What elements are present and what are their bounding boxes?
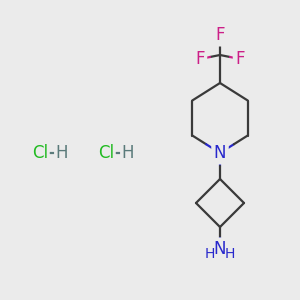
Text: Cl: Cl (98, 144, 114, 162)
Text: F: F (215, 26, 225, 44)
Text: Cl: Cl (32, 144, 48, 162)
Text: N: N (214, 144, 226, 162)
Text: H: H (205, 247, 215, 261)
Text: H: H (56, 144, 68, 162)
Text: F: F (235, 50, 245, 68)
Text: H: H (122, 144, 134, 162)
Text: F: F (195, 50, 205, 68)
Text: N: N (214, 240, 226, 258)
Text: H: H (225, 247, 235, 261)
